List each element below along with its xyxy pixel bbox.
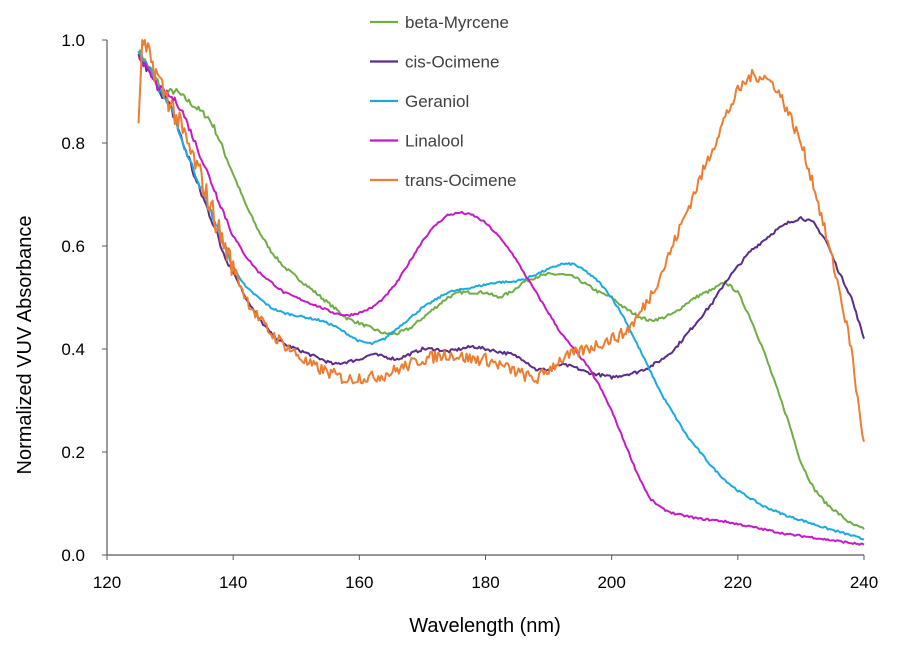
legend-label: Geraniol xyxy=(405,92,469,111)
x-axis-title: Wavelength (nm) xyxy=(409,615,561,637)
y-tick-label: 0.2 xyxy=(61,443,85,462)
x-tick-label: 240 xyxy=(850,573,878,592)
legend-label: trans-Ocimene xyxy=(405,171,516,190)
series-line-trans-ocimene xyxy=(137,39,865,442)
ticks-layer: 120 140 160 180 200 220 240 0.0 0.2 0.4 0.6 0.8 1.0 xyxy=(61,31,878,592)
y-tick-label: 0.4 xyxy=(61,340,85,359)
series-line-beta-myrcene xyxy=(137,49,865,530)
x-tick-label: 160 xyxy=(345,573,373,592)
x-tick-label: 220 xyxy=(724,573,752,592)
legend-label: Linalool xyxy=(405,132,464,151)
x-tick-label: 180 xyxy=(471,573,499,592)
x-tick-label: 200 xyxy=(597,573,625,592)
legend-label: cis-Ocimene xyxy=(405,53,499,72)
legend: beta-Myrcene cis-Ocimene Geraniol Linalool t… xyxy=(370,13,516,190)
y-tick-label: 1.0 xyxy=(61,31,85,50)
series-layer xyxy=(137,39,865,546)
y-axis-title: Normalized VUV Absorbance xyxy=(14,215,36,474)
x-tick-label: 120 xyxy=(93,573,121,592)
y-tick-label: 0.0 xyxy=(61,546,85,565)
series-line-geraniol xyxy=(137,50,865,541)
y-tick-label: 0.8 xyxy=(61,134,85,153)
legend-label: beta-Myrcene xyxy=(405,13,509,32)
x-tick-label: 140 xyxy=(219,573,247,592)
y-tick-label: 0.6 xyxy=(61,237,85,256)
series-line-linalool xyxy=(138,56,865,546)
